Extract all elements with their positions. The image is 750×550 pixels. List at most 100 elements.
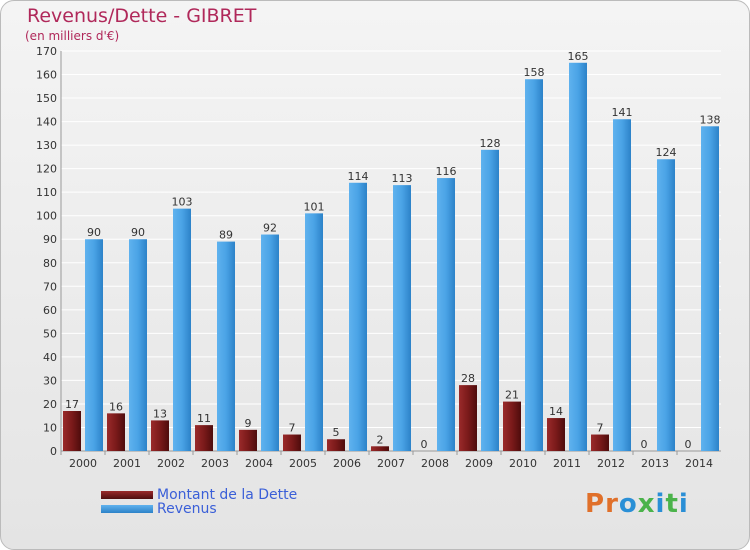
bar-dette <box>283 434 301 451</box>
data-label-dette: 21 <box>505 389 519 402</box>
data-label-dette: 7 <box>597 422 604 435</box>
bar-dette <box>239 429 257 451</box>
bar-revenus <box>349 182 367 451</box>
y-tick-label: 0 <box>50 445 57 458</box>
data-label-dette: 17 <box>65 398 79 411</box>
y-tick-label: 40 <box>43 351 57 364</box>
legend-item-revenus: Revenus <box>101 501 217 517</box>
bar-revenus <box>129 239 147 451</box>
x-tick-label: 2005 <box>289 457 317 470</box>
bar-revenus <box>393 185 411 451</box>
x-tick-label: 2004 <box>245 457 273 470</box>
logo-letter: r <box>605 489 619 519</box>
data-label-dette: 2 <box>377 433 384 446</box>
y-tick-label: 10 <box>43 421 57 434</box>
bar-dette <box>371 446 389 451</box>
y-tick-label: 90 <box>43 233 57 246</box>
bar-revenus <box>481 149 499 451</box>
x-tick-label: 2002 <box>157 457 185 470</box>
y-tick-label: 70 <box>43 280 57 293</box>
bar-dette <box>503 401 521 451</box>
x-tick-label: 2008 <box>421 457 449 470</box>
bar-revenus <box>525 79 543 451</box>
data-label-revenus: 103 <box>172 196 193 209</box>
data-label-revenus: 141 <box>612 106 633 119</box>
legend-swatch-revenus <box>101 505 153 513</box>
data-label-dette: 7 <box>289 422 296 435</box>
x-tick-label: 2003 <box>201 457 229 470</box>
bar-revenus <box>85 239 103 451</box>
axis-layer: 0102030405060708090100110120130140150160… <box>36 45 721 470</box>
proxiti-logo: Proxiti <box>585 489 689 519</box>
data-label-dette: 16 <box>109 400 123 413</box>
x-tick-label: 2013 <box>641 457 669 470</box>
data-label-dette: 11 <box>197 412 211 425</box>
grid-layer <box>61 50 721 452</box>
data-label-dette: 0 <box>685 438 692 451</box>
data-label-revenus: 90 <box>87 226 101 239</box>
x-tick-label: 2014 <box>685 457 713 470</box>
bar-dette <box>547 418 565 451</box>
data-label-revenus: 113 <box>392 172 413 185</box>
bar-revenus <box>305 213 323 451</box>
bar-revenus <box>261 234 279 451</box>
legend-item-dette: Montant de la Dette <box>101 487 297 503</box>
label-layer: 17 90 16 90 13 103 11 89 9 92 7 101 5 114 2 113 0 116 28 12… <box>65 50 721 451</box>
y-tick-label: 130 <box>36 139 57 152</box>
y-tick-label: 150 <box>36 92 57 105</box>
legend-swatch-dette <box>101 491 153 499</box>
data-label-dette: 14 <box>549 405 563 418</box>
data-label-dette: 9 <box>245 417 252 430</box>
data-label-revenus: 89 <box>219 229 233 242</box>
y-tick-label: 140 <box>36 116 57 129</box>
y-tick-label: 160 <box>36 69 57 82</box>
legend-label-dette: Montant de la Dette <box>157 487 298 503</box>
bar-dette <box>151 420 169 451</box>
data-label-revenus: 128 <box>480 137 501 150</box>
data-label-revenus: 165 <box>568 50 589 63</box>
x-tick-label: 2010 <box>509 457 537 470</box>
logo-letter: i <box>678 489 689 519</box>
data-label-revenus: 114 <box>348 170 369 183</box>
x-tick-label: 2000 <box>69 457 97 470</box>
bar-revenus <box>701 126 719 451</box>
chart-title: Revenus/Dette - GIBRET <box>27 5 257 27</box>
logo-letter: x <box>637 489 656 519</box>
y-tick-label: 30 <box>43 374 57 387</box>
x-tick-label: 2011 <box>553 457 581 470</box>
bar-revenus <box>613 119 631 451</box>
bar-dette <box>63 411 81 451</box>
y-tick-label: 120 <box>36 163 57 176</box>
bar-dette <box>459 385 477 451</box>
bar-dette <box>327 439 345 451</box>
legend-label-revenus: Revenus <box>157 501 217 517</box>
y-tick-label: 20 <box>43 398 57 411</box>
y-tick-label: 110 <box>36 186 57 199</box>
y-tick-label: 100 <box>36 210 57 223</box>
bar-layer <box>63 62 719 451</box>
data-label-revenus: 158 <box>524 66 545 79</box>
x-tick-label: 2001 <box>113 457 141 470</box>
data-label-revenus: 116 <box>436 165 457 178</box>
data-label-dette: 28 <box>461 372 475 385</box>
data-label-revenus: 92 <box>263 222 277 235</box>
data-label-revenus: 124 <box>656 146 677 159</box>
logo-letter: i <box>655 489 666 519</box>
data-label-dette: 13 <box>153 407 167 420</box>
y-tick-label: 50 <box>43 327 57 340</box>
chart-subtitle: (en milliers d'€) <box>25 29 120 43</box>
data-label-revenus: 90 <box>131 226 145 239</box>
bar-dette <box>107 413 125 451</box>
bar-dette <box>195 425 213 451</box>
bar-revenus <box>657 159 675 451</box>
x-tick-label: 2006 <box>333 457 361 470</box>
y-tick-label: 60 <box>43 304 57 317</box>
logo-letter: t <box>665 489 679 519</box>
logo-letter: o <box>618 489 638 519</box>
data-label-revenus: 101 <box>304 200 325 213</box>
bar-revenus <box>569 62 587 451</box>
data-label-dette: 0 <box>641 438 648 451</box>
data-label-revenus: 138 <box>700 113 721 126</box>
